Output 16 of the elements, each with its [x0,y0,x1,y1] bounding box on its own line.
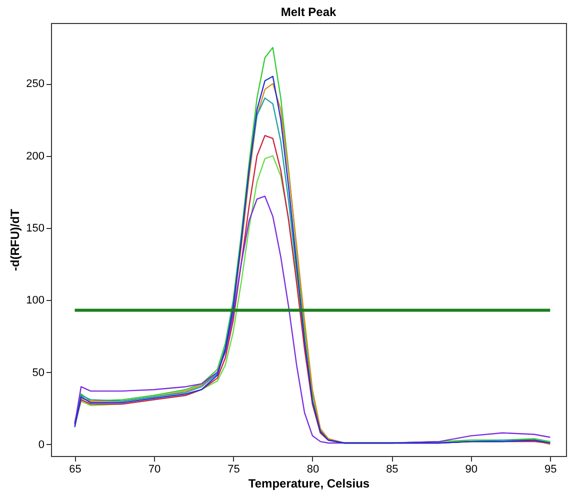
x-tick-label: 75 [228,464,240,476]
y-tick-label: 50 [32,366,44,379]
chart-title: Melt Peak [280,5,337,19]
y-tick-label: 200 [26,150,44,162]
x-tick-label: 65 [69,464,82,476]
x-axis-title: Temperature, Celsius [248,476,370,490]
y-tick-label: 250 [26,78,44,90]
x-tick-label: 95 [544,464,557,476]
x-tick-label: 85 [386,464,398,476]
y-axis-title: -d(RFU)/dT [8,208,22,271]
x-tick-label: 90 [465,464,478,476]
x-tick-label: 80 [306,464,320,476]
y-tick-label: 100 [26,294,44,307]
y-tick-label: 150 [26,222,44,234]
y-tick-label: 0 [38,438,44,451]
x-tick-label: 70 [148,464,161,476]
